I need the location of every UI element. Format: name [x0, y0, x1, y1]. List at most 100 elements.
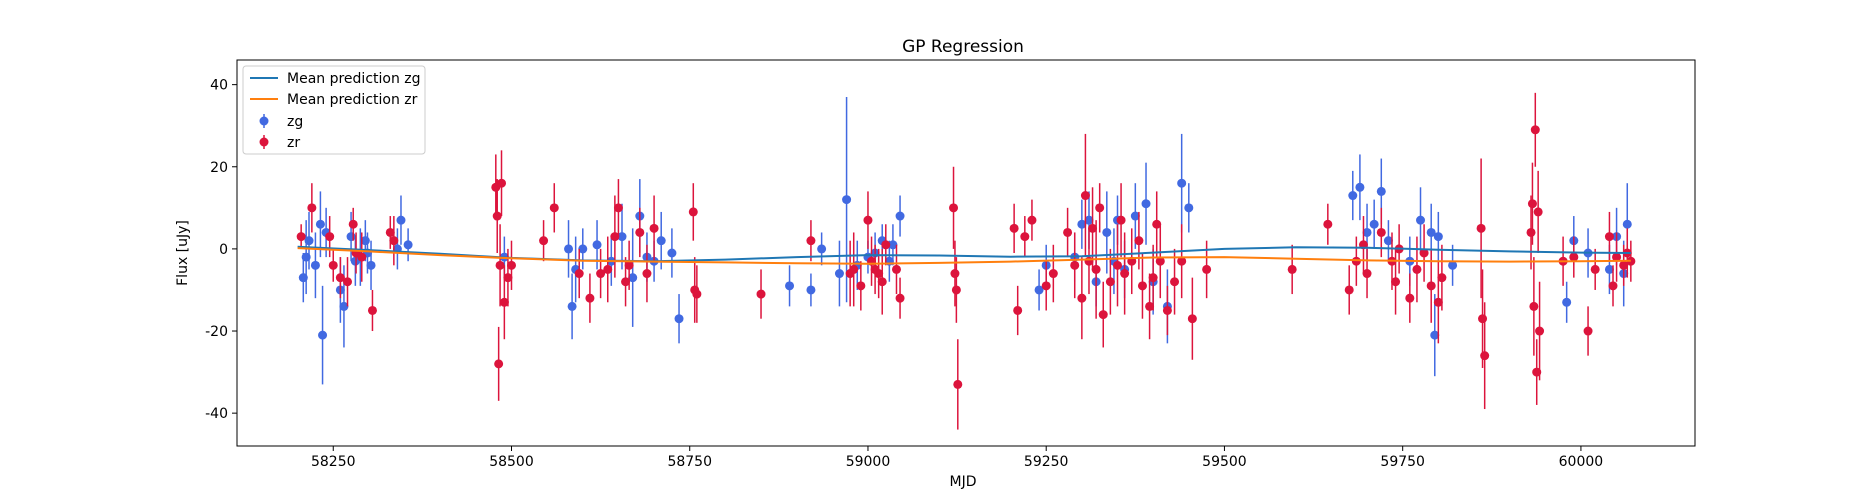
point-zr — [1041, 281, 1051, 291]
legend-label-mean-zr: Mean prediction zr — [287, 92, 418, 108]
point-zr — [949, 203, 959, 213]
point-zr — [1027, 215, 1037, 225]
point-zr — [624, 260, 634, 270]
point-zg — [806, 285, 816, 295]
point-zg — [304, 236, 314, 246]
y-axis-label: Flux [uJy] — [175, 220, 191, 286]
point-zr — [1535, 326, 1545, 336]
point-zr — [385, 227, 395, 237]
legend-box — [242, 65, 426, 155]
point-zr — [1177, 256, 1187, 266]
point-zr — [1145, 301, 1155, 311]
mean-line-zr — [297, 247, 1631, 265]
point-zr — [539, 236, 549, 246]
point-zr — [1098, 310, 1108, 320]
point-zr — [849, 264, 859, 274]
point-zr — [506, 260, 516, 270]
point-zg — [834, 269, 844, 279]
point-zr — [1478, 314, 1488, 324]
point-zr — [1077, 293, 1087, 303]
point-zr — [357, 252, 367, 262]
y-tick-label: -20 — [205, 324, 228, 340]
point-zr — [1063, 227, 1073, 237]
point-zr — [1009, 223, 1019, 233]
point-zr — [1426, 281, 1436, 291]
point-zg — [1177, 178, 1187, 188]
point-zg — [628, 273, 638, 283]
point-zr — [328, 260, 338, 270]
point-zr — [1170, 277, 1180, 287]
point-zr — [492, 211, 502, 221]
point-zr — [1344, 285, 1354, 295]
point-zr — [1134, 236, 1144, 246]
x-axis: 58250 58500 58750 59000 59250 59500 59750 60000 — [311, 446, 1603, 470]
point-zg — [346, 232, 356, 242]
point-zg — [1130, 211, 1140, 221]
chart-title: GP Regression — [902, 37, 1024, 57]
point-zr — [325, 232, 335, 242]
point-zr — [881, 240, 891, 250]
y-axis: -40 -20 0 20 40 — [205, 78, 237, 422]
point-zr — [389, 236, 399, 246]
point-zg — [1362, 227, 1372, 237]
point-zr — [874, 269, 884, 279]
legend-label-zr: zr — [287, 135, 300, 151]
point-zg — [895, 211, 905, 221]
point-zr — [806, 236, 816, 246]
y-tick-label: -40 — [205, 406, 228, 422]
point-zr — [335, 273, 345, 283]
point-zr — [1626, 256, 1636, 266]
point-zr — [1148, 273, 1158, 283]
point-zr — [1162, 305, 1172, 315]
x-tick-label: 58250 — [311, 454, 356, 470]
point-zr — [1619, 260, 1629, 270]
point-zr — [1530, 125, 1540, 135]
point-zg — [1416, 215, 1426, 225]
point-zg — [1383, 236, 1393, 246]
point-zg — [403, 240, 413, 250]
point-zr — [1048, 269, 1058, 279]
legend-marker-zr — [259, 137, 269, 147]
x-tick-label: 60000 — [1559, 454, 1604, 470]
point-zr — [1351, 256, 1361, 266]
point-zr — [1433, 297, 1443, 307]
point-zr — [1480, 351, 1490, 361]
point-zr — [1088, 223, 1098, 233]
point-zr — [1187, 314, 1197, 324]
point-zr — [1287, 264, 1297, 274]
x-tick-label: 59500 — [1202, 454, 1247, 470]
legend: Mean prediction zg Mean prediction zr zg… — [242, 65, 426, 155]
point-zr — [1391, 277, 1401, 287]
point-zr — [756, 289, 766, 299]
point-zr — [1527, 199, 1537, 209]
y-tick-label: 40 — [210, 78, 228, 94]
point-zg — [617, 232, 627, 242]
point-zr — [692, 289, 702, 299]
point-zg — [1102, 227, 1112, 237]
point-zr — [343, 277, 353, 287]
point-zr — [621, 277, 631, 287]
y-tick-label: 0 — [219, 242, 228, 258]
point-zr — [1376, 227, 1386, 237]
point-zr — [950, 269, 960, 279]
point-zg — [1426, 227, 1436, 237]
point-zr — [1155, 256, 1165, 266]
x-tick-label: 59250 — [1024, 454, 1069, 470]
point-zr — [574, 269, 584, 279]
point-zg — [1034, 285, 1044, 295]
point-zr — [895, 293, 905, 303]
x-tick-label: 58750 — [667, 454, 712, 470]
point-zr — [596, 269, 606, 279]
point-zg — [1562, 297, 1572, 307]
point-zr — [1120, 269, 1130, 279]
point-zg — [567, 301, 577, 311]
point-zg — [366, 260, 376, 270]
point-zg — [1184, 203, 1194, 213]
point-zr — [1419, 248, 1429, 258]
point-zg — [396, 215, 406, 225]
point-zr — [1323, 219, 1333, 229]
point-zr — [688, 207, 698, 217]
point-zr — [585, 293, 595, 303]
point-zg — [1084, 215, 1094, 225]
point-zr — [1476, 223, 1486, 233]
